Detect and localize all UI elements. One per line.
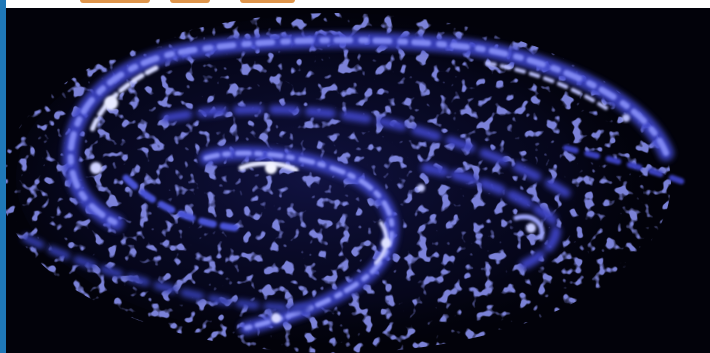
- top-border-strip: [0, 0, 710, 8]
- top-accent-mark: [170, 0, 210, 3]
- outer-spiral-arm: [62, 32, 674, 231]
- left-edge-bar: [0, 0, 6, 353]
- top-accent-mark: [240, 0, 295, 3]
- middle-filaments: [22, 105, 689, 312]
- emission-speckle: [6, 13, 671, 353]
- top-accent-mark: [80, 0, 150, 3]
- bright-knots: [90, 96, 630, 323]
- galaxy-image: [6, 13, 689, 353]
